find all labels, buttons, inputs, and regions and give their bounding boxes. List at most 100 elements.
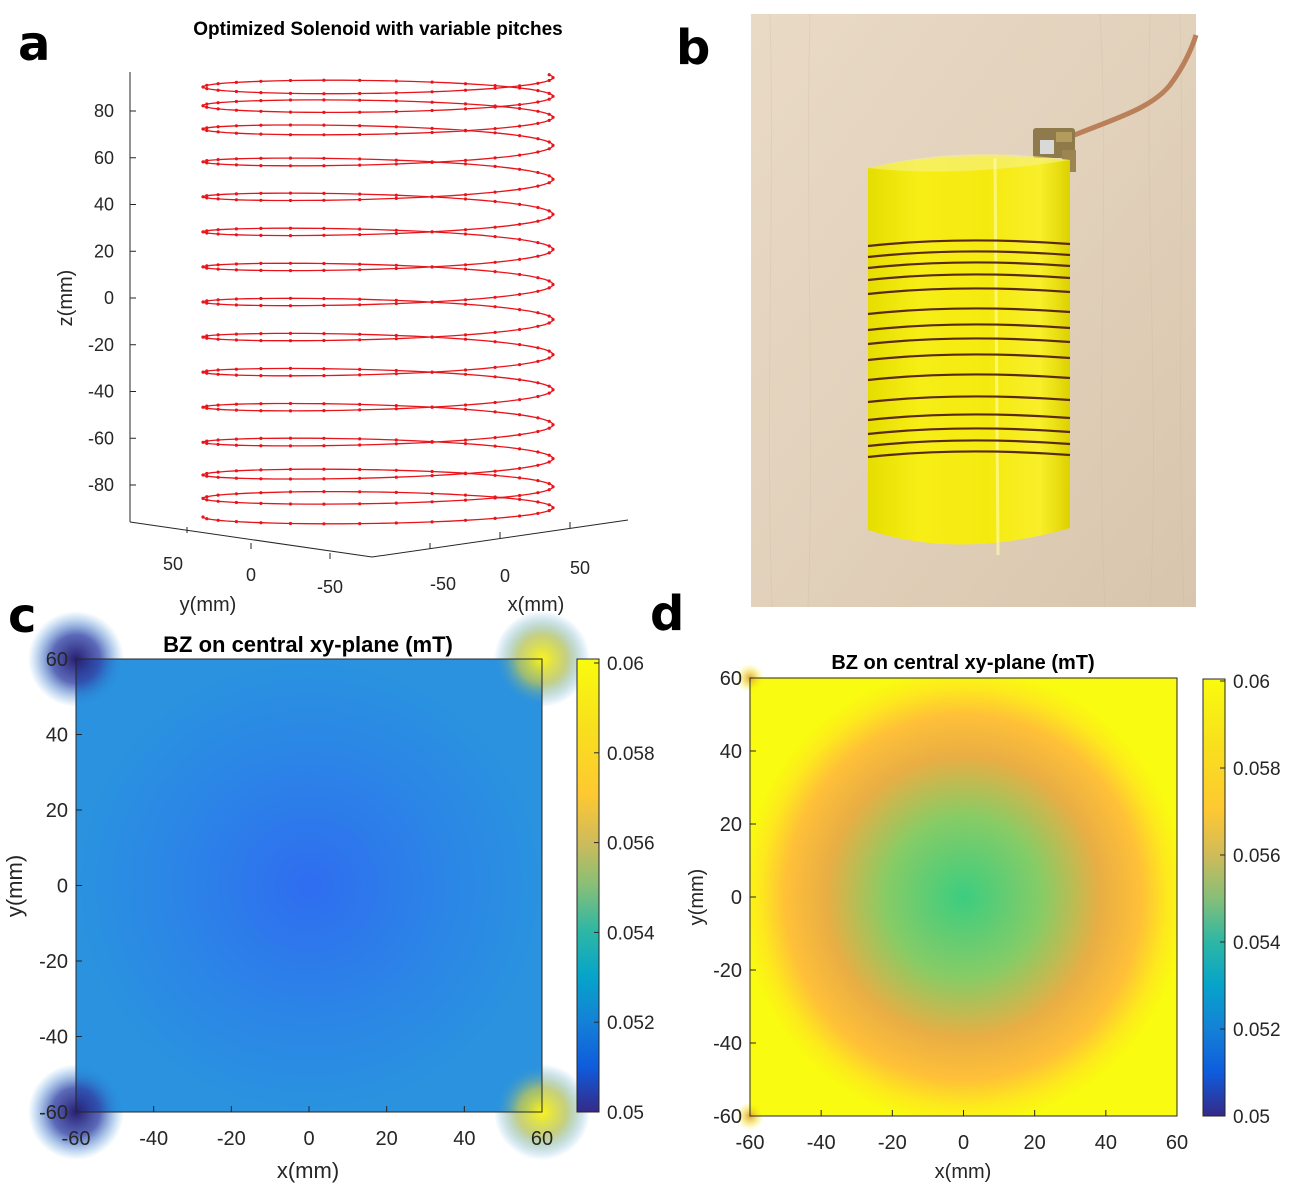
helix-point <box>547 384 551 388</box>
helix-point <box>201 370 205 374</box>
helix-point <box>463 102 468 106</box>
helix-point <box>358 443 362 447</box>
helix-point <box>536 491 540 495</box>
helix-point <box>547 118 551 122</box>
helix-point <box>547 321 551 325</box>
panel-d-chart: BZ on central xy-plane (mT) -60 -40 -20 0 20… <box>686 652 1281 1183</box>
helix-point <box>394 263 398 267</box>
helix-point <box>463 197 468 201</box>
helix-point <box>463 267 468 271</box>
helix-point <box>536 450 540 454</box>
helix-point <box>394 368 398 373</box>
helix-point <box>394 125 398 129</box>
helix-point <box>288 521 293 526</box>
helix-point <box>259 226 263 230</box>
helix-point <box>547 349 551 353</box>
helix-point <box>259 501 263 505</box>
y-tick-label: -60 <box>713 1106 742 1128</box>
helix-point <box>234 402 238 406</box>
panel-c-xlabel: x(mm) <box>277 1158 339 1183</box>
helix-point <box>205 264 209 268</box>
helix-point <box>322 198 326 202</box>
wood-grain <box>768 13 1185 608</box>
coil-winding <box>867 395 1071 404</box>
helix-point <box>493 86 497 90</box>
panel-a-x-axis <box>371 519 629 558</box>
helix-point <box>288 467 293 471</box>
helix-point <box>288 91 293 95</box>
helix-point <box>259 99 263 103</box>
y-tick-label: 0 <box>246 565 256 585</box>
z-tick-label: 80 <box>94 101 114 121</box>
panel-d-xlabel: x(mm) <box>935 1161 992 1183</box>
helix-point <box>216 263 220 267</box>
helix-point <box>493 199 497 204</box>
helix-point <box>394 193 398 197</box>
helix-point <box>216 162 220 166</box>
helix-point <box>536 137 540 141</box>
helix-point <box>430 469 434 474</box>
helix-point <box>394 404 398 408</box>
helix-point <box>288 98 293 102</box>
y-tick-label: -60 <box>39 1102 68 1124</box>
helix-point <box>216 438 220 442</box>
helix-point <box>234 332 238 336</box>
helix-point <box>518 187 522 191</box>
helix-point <box>394 438 398 442</box>
helix-point <box>288 490 293 494</box>
helix-point <box>551 317 555 322</box>
helix-point <box>288 198 293 203</box>
helix-point <box>430 300 434 304</box>
helix-point <box>216 302 220 306</box>
helix-point <box>259 303 263 308</box>
helix-point <box>518 106 522 111</box>
helix-point <box>216 407 220 411</box>
helix-point <box>536 241 540 245</box>
helix-point <box>216 298 220 302</box>
helix-point <box>463 372 468 376</box>
helix-point <box>430 80 434 84</box>
panel-b-photo <box>751 13 1199 608</box>
helix-point <box>463 263 468 267</box>
helix-point <box>322 338 326 343</box>
helix-point <box>216 267 220 271</box>
helix-point <box>430 335 434 339</box>
panel-c-ylabel: y(mm) <box>2 855 27 917</box>
helix-point <box>205 194 209 198</box>
helix-point <box>518 257 522 261</box>
helix-point <box>536 429 540 434</box>
helix-point <box>259 468 263 472</box>
helix-point <box>259 156 263 160</box>
helix-point <box>518 363 522 367</box>
helix-point <box>536 184 540 188</box>
helix-point <box>322 303 326 307</box>
helix-point <box>547 112 551 116</box>
helix-point <box>288 123 293 127</box>
helix-point <box>430 230 434 234</box>
coax-cable <box>1061 34 1199 143</box>
helix-point <box>205 299 209 303</box>
helix-point <box>463 302 468 306</box>
helix-point <box>216 499 220 503</box>
helix-point <box>536 170 540 175</box>
panel-d-title: BZ on central xy-plane (mT) <box>831 652 1094 674</box>
y-tick-label: 60 <box>720 668 742 690</box>
helix-point <box>205 406 209 410</box>
helix-point <box>430 130 434 135</box>
helix-point <box>493 473 497 477</box>
helix-point <box>234 80 238 84</box>
coil-winding <box>867 287 1071 296</box>
helix-point <box>493 410 497 414</box>
helix-point <box>430 500 434 504</box>
helix-point <box>463 228 468 232</box>
helix-point <box>547 174 551 178</box>
helix-point <box>259 367 263 371</box>
helix-point <box>234 297 238 301</box>
helix-point <box>322 78 326 82</box>
y-tick-label: 60 <box>46 649 68 671</box>
helix-point <box>518 466 522 470</box>
helix-point <box>234 131 238 135</box>
helix-point <box>536 81 540 85</box>
helix-point <box>547 140 551 144</box>
y-tick-label: 40 <box>46 725 68 747</box>
